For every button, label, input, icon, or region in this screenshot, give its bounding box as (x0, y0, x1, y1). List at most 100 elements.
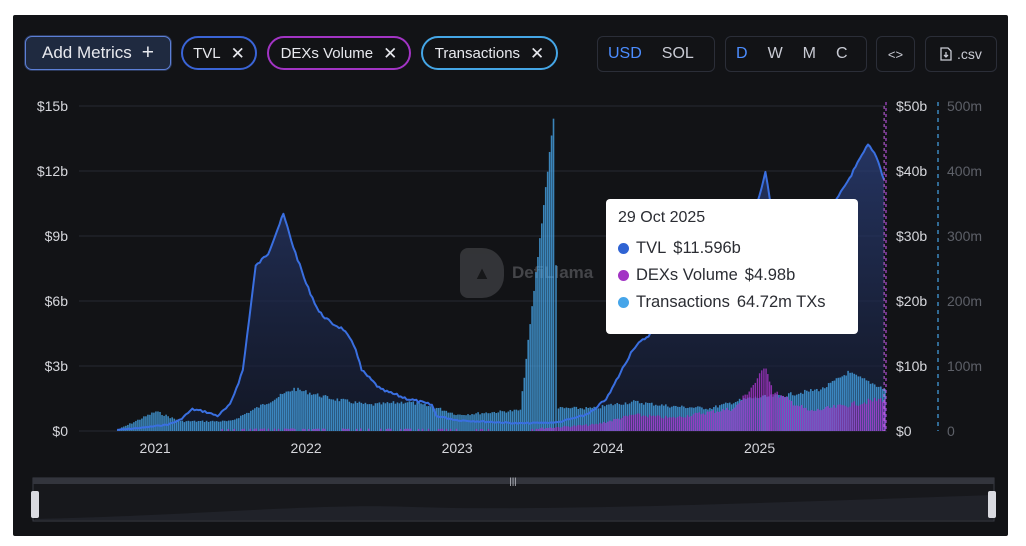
transactions-bar (663, 405, 665, 431)
dexs-volume-bar (686, 415, 689, 431)
dexs-volume-bar (811, 410, 813, 431)
transactions-bar (843, 375, 845, 431)
transactions-bar (342, 398, 345, 431)
transactions-bar (579, 408, 582, 431)
transactions-bar (431, 407, 434, 431)
tooltip: 29 Oct 2025 TVL $11.596b DEXs Volume $4.… (606, 199, 858, 334)
currency-option-sol[interactable]: SOL (661, 45, 694, 62)
dexs-volume-bar (805, 407, 807, 431)
transactions-bar (599, 408, 602, 431)
transactions-bar (185, 421, 188, 431)
dexs-volume-bar (587, 426, 589, 431)
transactions-bar (281, 394, 284, 431)
dexs-volume-bar (565, 426, 567, 431)
dexs-volume-bar (676, 417, 679, 431)
transactions-bar (356, 402, 359, 431)
dexs-volume-bar (861, 403, 864, 431)
dexs-volume-bar (767, 374, 769, 431)
dexs-volume-bar (573, 425, 575, 431)
close-icon[interactable]: ✕ (230, 43, 245, 63)
dexs-volume-bar (813, 410, 815, 431)
close-icon[interactable]: ✕ (383, 43, 398, 63)
transactions-bar (587, 407, 589, 431)
transactions-bar (352, 403, 355, 431)
add-metrics-button[interactable]: Add Metrics + (25, 36, 171, 70)
close-icon[interactable]: ✕ (530, 43, 545, 63)
transactions-bar (447, 412, 450, 431)
transactions-bar (601, 405, 604, 431)
transactions-bar (539, 238, 541, 431)
dexs-volume-bar (601, 423, 603, 431)
dexs-volume-bar (545, 428, 547, 431)
transactions-bar (236, 418, 238, 431)
dexs-volume-bar (479, 428, 482, 431)
transactions-bar (163, 415, 165, 431)
dexs-volume-bar (833, 405, 835, 431)
range-slider-preview (35, 495, 993, 520)
dexs-volume-bar (803, 408, 805, 431)
dexs-volume-bar (780, 395, 782, 431)
dexs-volume-bar (752, 385, 754, 431)
dexs-volume-bar (720, 411, 722, 431)
dexs-volume-bar (638, 413, 641, 431)
embed-button[interactable]: <> (876, 36, 915, 72)
transactions-bar (400, 401, 403, 431)
chart-plot[interactable]: $0 $3b $6b $9b $12b $15b $0 $10b $20b $30b $40b $50… (13, 15, 1008, 536)
transactions-bar (201, 420, 204, 431)
transactions-bar (314, 394, 317, 431)
transactions-bar (360, 402, 363, 431)
currency-option-usd[interactable]: USD (608, 45, 642, 62)
dexs-volume-bar (557, 427, 559, 431)
transactions-bar (354, 401, 357, 431)
dexs-volume-bar (847, 407, 849, 431)
transactions-bar (291, 390, 293, 431)
transactions-bar (839, 377, 842, 431)
transactions-bar (364, 402, 367, 431)
interval-option-cumulative[interactable]: C (836, 45, 848, 62)
transactions-bar (851, 372, 853, 431)
transactions-bar (608, 404, 610, 431)
transactions-bar (810, 389, 812, 431)
dexs-volume-bar (740, 400, 742, 431)
transactions-bar (424, 403, 426, 431)
interval-option-monthly[interactable]: M (802, 45, 816, 62)
y-tick-label-right-secondary: 0 (947, 423, 955, 439)
transactions-bar (340, 398, 343, 431)
x-tick-label: 2024 (593, 440, 624, 456)
series-dot-icon (618, 270, 629, 281)
transactions-bar (814, 389, 816, 431)
transactions-bar (398, 403, 401, 431)
metric-chip-tvl[interactable]: TVL ✕ (181, 36, 257, 70)
dexs-volume-bar (754, 382, 757, 431)
dexs-volume-bar (304, 428, 306, 431)
transactions-bar (344, 399, 347, 431)
interval-option-weekly[interactable]: W (767, 45, 783, 62)
dexs-volume-bar (700, 414, 703, 431)
download-csv-button[interactable]: .csv (925, 36, 997, 72)
dexs-volume-bar (253, 428, 256, 431)
transactions-bar (849, 372, 851, 431)
transactions-bar (242, 414, 244, 431)
y-tick-label-right-secondary: 200m (947, 293, 982, 309)
dexs-volume-bar (859, 404, 861, 431)
dexs-volume-bar (736, 404, 738, 431)
dexs-volume-bar (841, 405, 843, 431)
dexs-volume-bar (243, 428, 246, 431)
transactions-bar (378, 402, 381, 431)
transactions-bar (301, 391, 303, 431)
transactions-bar (571, 407, 574, 431)
interval-option-daily[interactable]: D (736, 45, 748, 62)
y-tick-label-left: $0 (52, 423, 68, 439)
transactions-bar (548, 151, 551, 431)
dexs-volume-bar (798, 406, 801, 431)
transactions-bar (199, 420, 202, 431)
y-tick-label-right: $0 (896, 423, 912, 439)
transactions-bar (390, 402, 393, 431)
tooltip-row-dexs-volume: DEXs Volume $4.98b (618, 262, 846, 289)
metric-chip-dexs-volume[interactable]: DEXs Volume ✕ (267, 36, 411, 70)
dexs-volume-bar (294, 428, 296, 431)
transactions-bar (513, 409, 516, 431)
transactions-bar (404, 402, 407, 431)
metric-chip-label: Transactions (434, 44, 521, 62)
metric-chip-transactions[interactable]: Transactions ✕ (421, 36, 558, 70)
